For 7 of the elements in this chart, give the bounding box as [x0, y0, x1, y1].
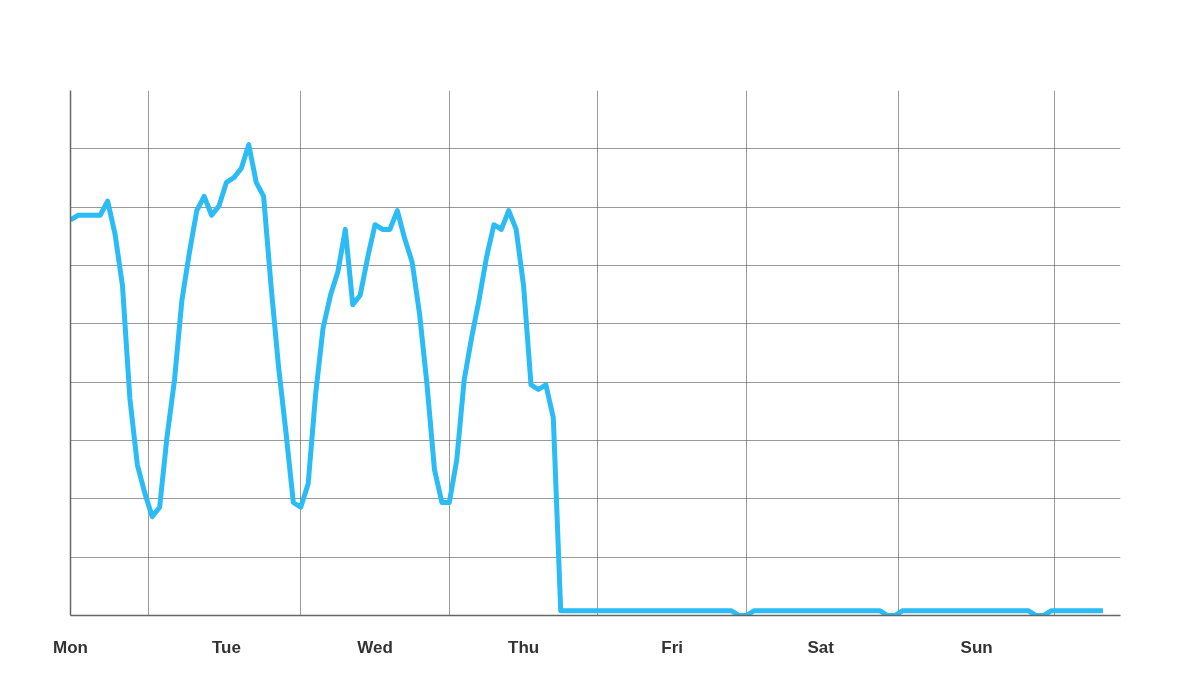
x-tick-label: Mon — [53, 637, 88, 657]
x-tick-label: Sat — [807, 637, 835, 657]
x-tick-label: Thu — [508, 637, 540, 657]
x-tick-label: Tue — [212, 637, 241, 657]
x-tick-label: Fri — [661, 637, 684, 657]
x-tick-label: Sun — [960, 637, 993, 657]
x-tick-label: Wed — [357, 637, 393, 657]
